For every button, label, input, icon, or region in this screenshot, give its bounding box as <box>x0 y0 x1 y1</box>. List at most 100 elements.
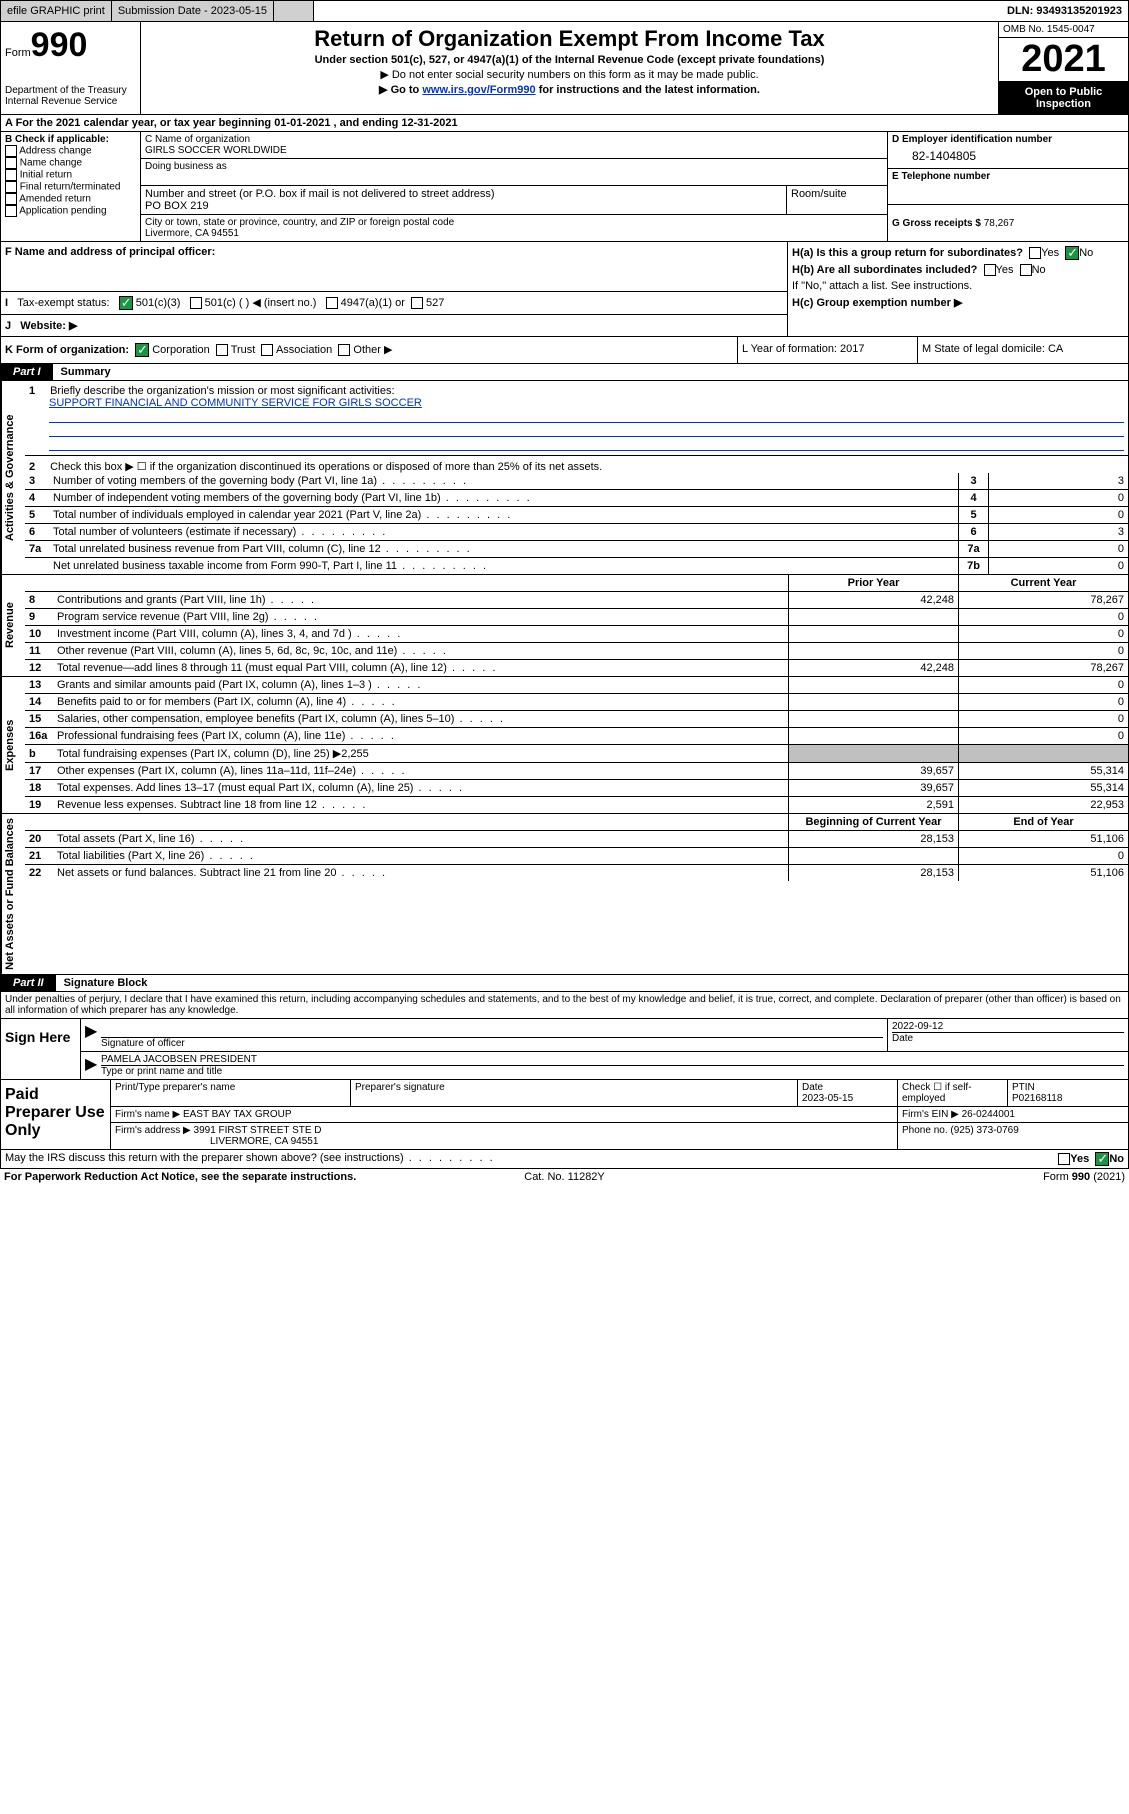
prep-row-2: Firm's name ▶ EAST BAY TAX GROUP Firm's … <box>111 1107 1128 1123</box>
governance-section: Activities & Governance 1 Briefly descri… <box>0 381 1129 575</box>
irs-discuss-question: May the IRS discuss this return with the… <box>5 1152 1058 1166</box>
gross-label: G Gross receipts $ <box>892 218 981 229</box>
dept-treasury: Department of the Treasury <box>5 85 136 96</box>
cb-4947[interactable] <box>326 297 338 309</box>
sign-here-right: ▶ Signature of officer 2022-09-12 Date ▶… <box>81 1019 1128 1079</box>
open-to-public: Open to Public Inspection <box>999 82 1128 114</box>
cb-501c3[interactable] <box>119 296 133 310</box>
officer-name-label: Type or print name and title <box>101 1065 1124 1077</box>
gross-receipts-cell: G Gross receipts $ 78,267 <box>888 205 1128 241</box>
tax-exempt-row: I Tax-exempt status: 501(c)(3) 501(c) ( … <box>1 292 787 315</box>
line2-num: 2 <box>29 461 47 473</box>
opt-association: Association <box>276 344 332 356</box>
hb-no: No <box>1032 264 1046 276</box>
gov-line: 5Total number of individuals employed in… <box>25 507 1128 524</box>
website-row: J Website: ▶ <box>1 315 787 336</box>
cb-hb-no[interactable] <box>1020 264 1032 276</box>
vtab-governance: Activities & Governance <box>1 381 25 574</box>
cb-527[interactable] <box>411 297 423 309</box>
dln-label: DLN: 93493135201923 <box>1001 1 1128 21</box>
mission-row: 1 Briefly describe the organization's mi… <box>25 381 1128 456</box>
irs-link[interactable]: www.irs.gov/Form990 <box>422 84 535 96</box>
cb-initial-return[interactable]: Initial return <box>5 169 136 181</box>
cb-final-return[interactable]: Final return/terminated <box>5 181 136 193</box>
cb-hb-yes[interactable] <box>984 264 996 276</box>
prep-date-label: Date <box>802 1082 893 1093</box>
cb-other[interactable] <box>338 344 350 356</box>
firm-addr-cell: Firm's address ▶ 3991 FIRST STREET STE D… <box>111 1123 898 1149</box>
sig-date-value: 2022-09-12 <box>892 1021 1124 1032</box>
begin-year-header: Beginning of Current Year <box>788 814 958 830</box>
cb-name-change[interactable]: Name change <box>5 157 136 169</box>
cb-ha-yes[interactable] <box>1029 247 1041 259</box>
opt-4947: 4947(a)(1) or <box>341 297 405 309</box>
mission-label: Briefly describe the organization's miss… <box>50 385 394 397</box>
expense-line: 14Benefits paid to or for members (Part … <box>25 694 1128 711</box>
cb-association[interactable] <box>261 344 273 356</box>
revenue-header-row: Prior Year Current Year <box>25 575 1128 592</box>
cb-ha-no[interactable] <box>1065 246 1079 260</box>
city-label: City or town, state or province, country… <box>145 217 883 228</box>
sig-date-label: Date <box>892 1032 1124 1044</box>
gov-line: 7aTotal unrelated business revenue from … <box>25 541 1128 558</box>
firm-addr2: LIVERMORE, CA 94551 <box>210 1136 893 1147</box>
col-c-org-info: C Name of organization GIRLS SOCCER WORL… <box>141 132 888 241</box>
cb-discuss-no[interactable] <box>1095 1152 1109 1166</box>
firm-name-label: Firm's name ▶ <box>115 1109 180 1120</box>
col-fhij-left: F Name and address of principal officer:… <box>1 242 788 336</box>
hb-label: H(b) Are all subordinates included? <box>792 264 977 276</box>
cb-address-change[interactable]: Address change <box>5 145 136 157</box>
efile-graphic-print-button[interactable]: efile GRAPHIC print <box>1 1 112 21</box>
form-990-2021: Form 990 (2021) <box>751 1171 1125 1183</box>
firm-name-cell: Firm's name ▶ EAST BAY TAX GROUP <box>111 1107 898 1122</box>
tel-label: E Telephone number <box>892 171 990 182</box>
hb-row: H(b) Are all subordinates included? Yes … <box>792 264 1124 276</box>
part2-tab: Part II <box>1 975 56 991</box>
mission-blank-line <box>49 437 1124 451</box>
opt-corporation: Corporation <box>152 344 209 356</box>
cb-trust[interactable] <box>216 344 228 356</box>
prep-date-cell: Date 2023-05-15 <box>798 1080 898 1106</box>
discuss-yes: Yes <box>1070 1153 1089 1165</box>
cb-application-pending[interactable]: Application pending <box>5 205 136 217</box>
line2-label: Check this box ▶ ☐ if the organization d… <box>50 461 602 473</box>
discuss-no: No <box>1109 1153 1124 1165</box>
sig-date-cell: 2022-09-12 Date <box>888 1019 1128 1051</box>
opt-501c: 501(c) ( ) ◀ (insert no.) <box>205 297 317 309</box>
dba-cell: Doing business as <box>141 159 887 186</box>
form-subtitle-1: Under section 501(c), 527, or 4947(a)(1)… <box>149 54 990 66</box>
tax-exempt-label: Tax-exempt status: <box>17 297 109 309</box>
expense-line: 13Grants and similar amounts paid (Part … <box>25 677 1128 694</box>
submission-date-button[interactable]: Submission Date - 2023-05-15 <box>112 1 274 21</box>
governance-content: 1 Briefly describe the organization's mi… <box>25 381 1128 574</box>
firm-ein-value: 26-0244001 <box>962 1109 1015 1120</box>
sig-row-2: ▶ PAMELA JACOBSEN PRESIDENT Type or prin… <box>81 1052 1128 1079</box>
cb-discuss-yes[interactable] <box>1058 1153 1070 1165</box>
bottom-row: For Paperwork Reduction Act Notice, see … <box>0 1169 1129 1185</box>
firm-ein-cell: Firm's EIN ▶ 26-0244001 <box>898 1107 1128 1122</box>
cb-amended-return[interactable]: Amended return <box>5 193 136 205</box>
netasset-line: 22Net assets or fund balances. Subtract … <box>25 865 1128 881</box>
current-year-header: Current Year <box>958 575 1128 591</box>
city-cell: City or town, state or province, country… <box>141 215 887 241</box>
cb-corporation[interactable] <box>135 343 149 357</box>
firm-addr-label: Firm's address ▶ <box>115 1125 191 1136</box>
gov-lines-container: 3Number of voting members of the governi… <box>25 473 1128 574</box>
mission-blank-line <box>49 409 1124 423</box>
sig-arrow-icon: ▶ <box>81 1019 97 1051</box>
revenue-line: 9Program service revenue (Part VIII, lin… <box>25 609 1128 626</box>
ptin-label: PTIN <box>1012 1082 1124 1093</box>
expense-line: 16aProfessional fundraising fees (Part I… <box>25 728 1128 745</box>
cb-501c[interactable] <box>190 297 202 309</box>
hb-yes: Yes <box>996 264 1014 276</box>
vtab-expenses: Expenses <box>1 677 25 813</box>
revenue-line: 10Investment income (Part VIII, column (… <box>25 626 1128 643</box>
line1-num: 1 <box>29 385 47 397</box>
mission-text: SUPPORT FINANCIAL AND COMMUNITY SERVICE … <box>49 397 1124 409</box>
addr-cell: Number and street (or P.O. box if mail i… <box>141 186 787 214</box>
irs-label: Internal Revenue Service <box>5 96 136 107</box>
line2-row: 2 Check this box ▶ ☐ if the organization… <box>25 456 1128 473</box>
officer-name-cell: PAMELA JACOBSEN PRESIDENT Type or print … <box>97 1052 1128 1079</box>
sign-here-label: Sign Here <box>1 1019 81 1079</box>
addr-value: PO BOX 219 <box>145 200 782 212</box>
